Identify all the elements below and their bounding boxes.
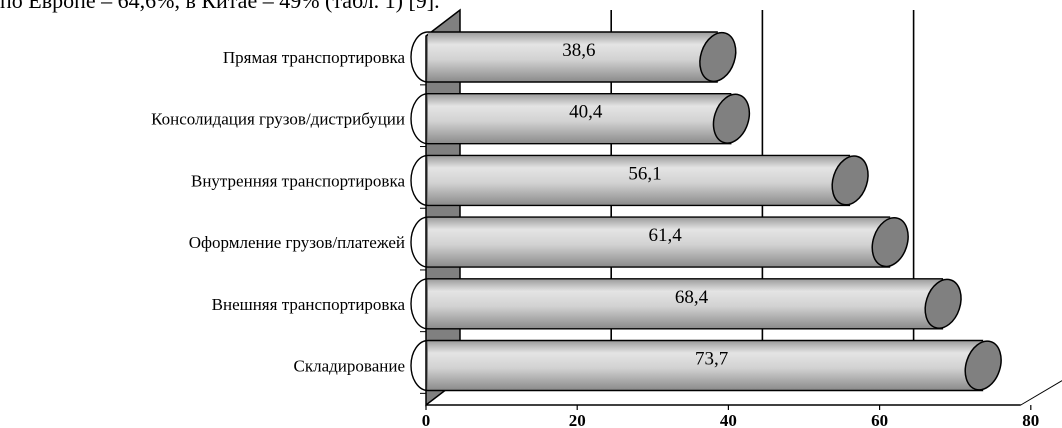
category-label: Складирование (294, 357, 405, 376)
category-label: Оформление грузов/платежей (189, 233, 405, 252)
x-tick-label: 0 (422, 411, 431, 428)
category-label: Внешняя транспортировка (212, 295, 406, 314)
bar-end-cap (712, 93, 751, 144)
category-label: Внутренняя транспортировка (191, 171, 405, 190)
axes: Прямая транспортировка Консолидация грузо… (151, 48, 1039, 428)
bar-body (428, 155, 851, 206)
x-tick-label: 80 (1022, 411, 1039, 428)
bars: 38,6 40,4 56,1 61,4 68,4 73,7 (410, 31, 1002, 392)
bar-start-cap (410, 339, 429, 392)
x-tick-label: 40 (720, 411, 737, 428)
bar-body (428, 32, 718, 82)
bar (410, 154, 869, 207)
bar (410, 278, 962, 330)
data-label: 61,4 (648, 225, 682, 246)
category-label: Прямая транспортировка (223, 48, 406, 67)
bar-end-cap (871, 217, 909, 268)
bar-end-cap (964, 340, 1002, 391)
data-label: 40,4 (569, 102, 603, 123)
bar-end-cap (699, 31, 737, 83)
bar-start-cap (410, 278, 429, 330)
bar-body (428, 340, 984, 391)
data-label: 38,6 (562, 40, 595, 61)
data-label: 56,1 (628, 163, 661, 184)
data-label: 68,4 (675, 287, 709, 308)
x-tick-label: 20 (569, 411, 586, 428)
bar-start-cap (410, 31, 429, 83)
bar-end-cap (924, 278, 962, 329)
bar (410, 92, 751, 145)
bar-end-cap (831, 155, 869, 206)
bar (410, 339, 1002, 392)
floor-edge (1020, 380, 1062, 406)
preceding-paragraph-text: по Европе – 64,6%, в Китае – 49% (табл. … (0, 0, 440, 13)
bar (410, 31, 737, 83)
bar-body (428, 278, 944, 329)
x-tick-label: 60 (871, 411, 888, 428)
bar-start-cap (410, 93, 429, 145)
data-label: 73,7 (695, 349, 728, 370)
bar-body (428, 217, 891, 268)
bar-start-cap (410, 154, 429, 207)
category-label: Консолидация грузов/дистрибуции (151, 110, 405, 129)
bar (410, 216, 909, 268)
bar-body (428, 93, 732, 144)
bar-start-cap (410, 216, 429, 268)
